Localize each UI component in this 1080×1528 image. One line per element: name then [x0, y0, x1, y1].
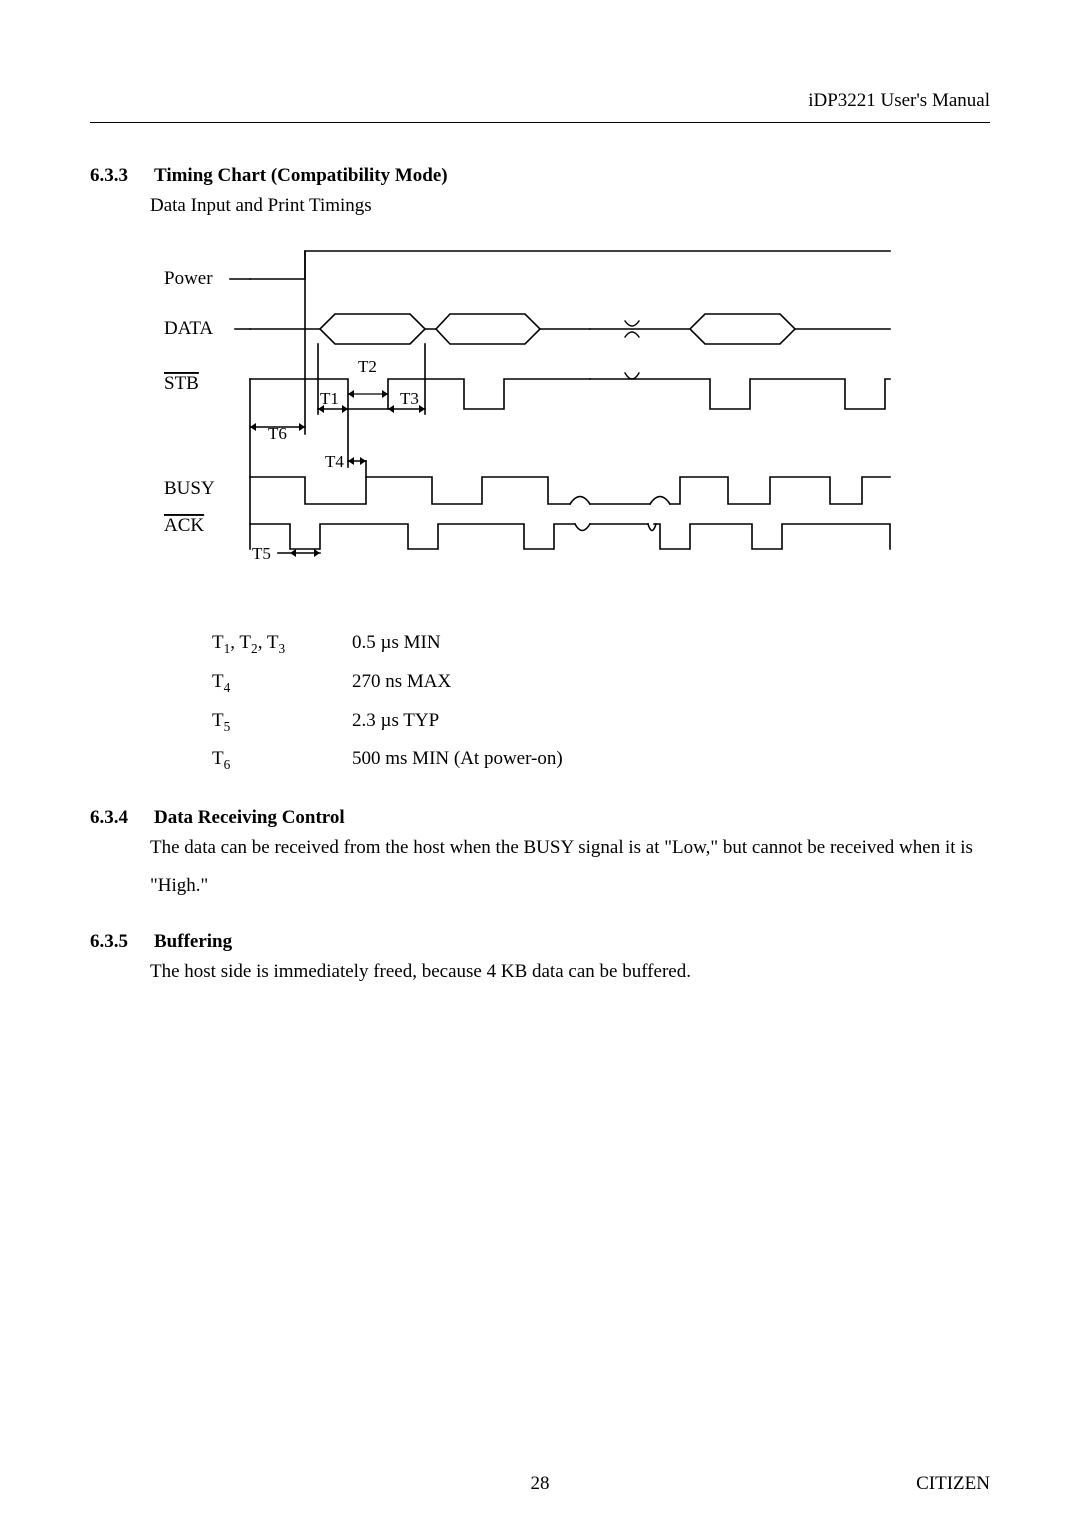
section-num: 6.3.3: [90, 165, 150, 187]
timing-value: 270 ns MAX: [352, 665, 581, 702]
svg-text:T3: T3: [400, 389, 419, 408]
table-row: T4 270 ns MAX: [212, 665, 581, 702]
table-row: T5 2.3 µs TYP: [212, 704, 581, 741]
timing-diagram: Power DATA: [150, 249, 990, 594]
signal-label-power: Power: [164, 268, 213, 289]
table-row: T1, T2, T3 0.5 µs MIN: [212, 626, 581, 663]
header-manual: iDP3221 User's Manual: [808, 90, 990, 112]
dim-t6: T6: [250, 251, 305, 549]
section-num: 6.3.5: [90, 931, 150, 953]
timing-param: T4: [212, 665, 350, 702]
section-buffering: 6.3.5 Buffering The host side is immedia…: [90, 931, 990, 991]
dim-t4: T4: [325, 409, 366, 477]
signal-label-ack: ACK: [164, 515, 204, 536]
svg-text:T1: T1: [320, 389, 339, 408]
timing-param: T1, T2, T3: [212, 626, 350, 663]
stb-waveform: [250, 373, 890, 409]
section-body: The data can be received from the host w…: [150, 829, 990, 905]
svg-text:T4: T4: [325, 452, 344, 471]
footer-brand: CITIZEN: [916, 1473, 990, 1495]
section-num: 6.3.4: [90, 807, 150, 829]
svg-text:T2: T2: [358, 357, 377, 376]
timing-param: T6: [212, 742, 350, 779]
table-row: T6 500 ms MIN (At power-on): [212, 742, 581, 779]
data-bus: [250, 314, 890, 344]
timing-value: 0.5 µs MIN: [352, 626, 581, 663]
signal-label-stb: STB: [164, 373, 199, 394]
svg-text:T5: T5: [252, 544, 271, 563]
timing-svg: Power DATA: [150, 249, 910, 589]
section-title: Timing Chart (Compatibility Mode): [154, 165, 448, 187]
timing-value: 2.3 µs TYP: [352, 704, 581, 741]
section-data-receiving: 6.3.4 Data Receiving Control The data ca…: [90, 807, 990, 905]
section-title: Data Receiving Control: [154, 807, 345, 829]
page-content: 6.3.3 Timing Chart (Compatibility Mode) …: [90, 165, 990, 1017]
timing-values-table: T1, T2, T3 0.5 µs MIN T4 270 ns MAX T5 2…: [210, 624, 583, 781]
section-timing-chart: 6.3.3 Timing Chart (Compatibility Mode) …: [90, 165, 990, 781]
dim-t5: T5: [252, 544, 320, 563]
signal-label-data: DATA: [164, 318, 213, 339]
header-rule: [90, 122, 990, 123]
ack-waveform: [250, 524, 890, 549]
busy-waveform: [250, 477, 890, 504]
signal-label-busy: BUSY: [164, 478, 215, 499]
section-body: The host side is immediately freed, beca…: [150, 953, 990, 991]
footer-page-number: 28: [531, 1473, 550, 1495]
timing-value: 500 ms MIN (At power-on): [352, 742, 581, 779]
section-subtitle: Data Input and Print Timings: [150, 187, 990, 225]
section-title: Buffering: [154, 931, 232, 953]
dim-t2: T2: [348, 357, 388, 398]
timing-param: T5: [212, 704, 350, 741]
